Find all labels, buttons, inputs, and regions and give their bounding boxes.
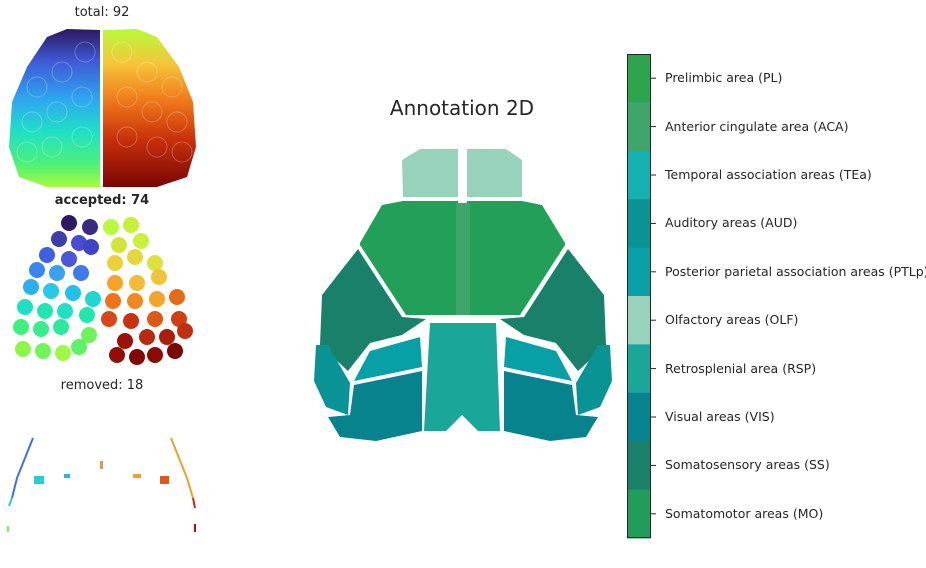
colorbar-segment — [627, 296, 651, 345]
mo-right — [464, 201, 565, 315]
colorbar-label: Visual areas (VIS) — [665, 409, 775, 424]
colorbar-segment — [627, 489, 651, 539]
colorbar-segment — [627, 247, 651, 297]
colorbar-label: Somatomotor areas (MO) — [665, 505, 824, 521]
colorbar-segment — [627, 150, 651, 200]
ptlp-left — [354, 337, 422, 381]
colorbar-segment — [627, 199, 651, 249]
colorbar-label: Auditory areas (AUD) — [665, 215, 798, 231]
colorbar-segment — [627, 54, 651, 103]
colorbar-label: Temporal association areas (TEa) — [665, 167, 872, 182]
ss-right — [500, 249, 606, 371]
aca — [456, 203, 470, 315]
olf-right — [467, 149, 522, 197]
colorbar-segment — [627, 344, 651, 394]
colorbar-segment — [627, 102, 651, 152]
colorbar-label: Posterior parietal association areas (PT… — [665, 263, 926, 279]
colorbar-border — [627, 54, 651, 538]
aud-right — [576, 345, 612, 415]
vis-left — [328, 371, 422, 441]
accepted-cortex-map — [13, 215, 193, 365]
colorbar — [627, 54, 656, 539]
colorbar-label: Somatosensory areas (SS) — [665, 457, 830, 473]
colorbar-segment — [627, 441, 651, 491]
total-cortex-map — [9, 29, 196, 187]
colorbar-label: Olfactory areas (OLF) — [665, 312, 799, 328]
vis-right — [504, 371, 598, 441]
ss-left — [320, 249, 426, 371]
annotation-2d-map — [314, 149, 612, 441]
mo-left — [360, 201, 462, 315]
main-title: Annotation 2D — [389, 96, 535, 120]
colorbar-segment — [627, 392, 651, 442]
accepted-panel-title: accepted: 74 — [54, 193, 150, 208]
olf-left — [402, 149, 458, 197]
removed-panel-title: removed: 18 — [60, 378, 144, 393]
colorbar-label: Anterior cingulate area (ACA) — [665, 118, 849, 134]
rsp — [424, 323, 500, 431]
colorbar-label: Retrosplenial area (RSP) — [665, 360, 817, 376]
removed-cortex-map — [7, 437, 196, 532]
total-panel-title: total: 92 — [74, 5, 130, 20]
aud-left — [314, 345, 350, 415]
colorbar-label: Prelimbic area (PL) — [665, 70, 783, 86]
ptlp-right — [504, 337, 572, 381]
